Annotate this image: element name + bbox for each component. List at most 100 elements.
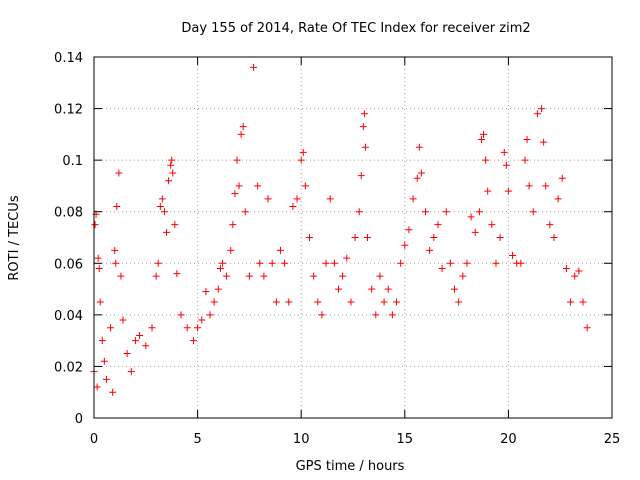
data-point bbox=[297, 156, 305, 164]
data-point bbox=[113, 203, 121, 211]
data-point bbox=[245, 272, 253, 280]
data-point bbox=[109, 388, 117, 396]
data-points bbox=[90, 63, 591, 396]
data-point bbox=[107, 324, 115, 332]
data-point bbox=[218, 259, 226, 267]
data-point bbox=[388, 311, 396, 319]
data-point bbox=[272, 298, 280, 306]
data-point bbox=[360, 110, 368, 118]
y-tick-label: 0.14 bbox=[54, 51, 83, 66]
data-point bbox=[426, 246, 434, 254]
y-tick-label: 0 bbox=[75, 412, 83, 427]
data-point bbox=[334, 285, 342, 293]
x-tick-label: 0 bbox=[90, 432, 98, 447]
data-point bbox=[438, 264, 446, 272]
data-point bbox=[554, 195, 562, 203]
data-point bbox=[96, 298, 104, 306]
data-point bbox=[167, 161, 175, 169]
data-point bbox=[152, 272, 160, 280]
data-point bbox=[156, 203, 164, 211]
data-point bbox=[463, 259, 471, 267]
data-point bbox=[372, 311, 380, 319]
data-point bbox=[442, 208, 450, 216]
data-point bbox=[401, 241, 409, 249]
data-point bbox=[160, 208, 168, 216]
data-point bbox=[475, 208, 483, 216]
data-point bbox=[223, 272, 231, 280]
data-point bbox=[339, 272, 347, 280]
data-point bbox=[347, 298, 355, 306]
data-point bbox=[496, 234, 504, 241]
data-point bbox=[355, 208, 363, 216]
x-tick-label: 15 bbox=[397, 432, 414, 447]
data-point bbox=[504, 187, 512, 195]
data-point bbox=[405, 226, 413, 234]
data-point bbox=[361, 143, 369, 151]
data-point bbox=[310, 272, 318, 280]
data-point bbox=[154, 259, 162, 267]
data-point bbox=[301, 182, 309, 190]
data-point bbox=[583, 324, 591, 332]
data-point bbox=[314, 298, 322, 306]
y-tick-label: 0.04 bbox=[54, 309, 83, 324]
data-point bbox=[500, 148, 508, 156]
data-point bbox=[158, 195, 166, 203]
x-tick-label: 25 bbox=[604, 432, 621, 447]
data-point bbox=[471, 228, 479, 236]
data-point bbox=[268, 259, 276, 267]
data-point bbox=[112, 259, 120, 267]
data-point bbox=[206, 311, 214, 319]
x-axis-label: GPS time / hours bbox=[296, 459, 405, 474]
data-point bbox=[136, 331, 144, 339]
data-point bbox=[351, 234, 359, 241]
data-point bbox=[123, 350, 131, 358]
data-point bbox=[562, 264, 570, 272]
data-point bbox=[330, 259, 338, 267]
data-point bbox=[293, 195, 301, 203]
data-point bbox=[523, 136, 531, 144]
data-point bbox=[177, 311, 185, 319]
data-point bbox=[326, 195, 334, 203]
data-point bbox=[318, 311, 326, 319]
data-point bbox=[517, 259, 525, 267]
grid bbox=[94, 57, 612, 418]
data-point bbox=[256, 259, 264, 267]
data-point bbox=[409, 195, 417, 203]
data-point bbox=[233, 156, 241, 164]
data-point bbox=[451, 285, 459, 293]
data-point bbox=[305, 234, 313, 241]
data-point bbox=[459, 272, 467, 280]
data-point bbox=[322, 259, 330, 267]
data-point bbox=[117, 272, 125, 280]
data-point bbox=[343, 254, 351, 262]
y-axis-label: ROTI / TECUs bbox=[7, 195, 22, 280]
data-point bbox=[216, 264, 224, 272]
data-point bbox=[173, 270, 181, 278]
data-point bbox=[430, 234, 438, 241]
y-tick-label: 0.08 bbox=[54, 206, 83, 221]
data-point bbox=[380, 298, 388, 306]
data-point bbox=[285, 298, 293, 306]
x-tick-label: 10 bbox=[293, 432, 310, 447]
data-point bbox=[131, 337, 139, 345]
data-point bbox=[467, 213, 475, 221]
data-point bbox=[434, 221, 442, 229]
data-point bbox=[260, 272, 268, 280]
data-point bbox=[492, 259, 500, 267]
data-point bbox=[115, 169, 123, 177]
data-point bbox=[264, 195, 272, 203]
data-point bbox=[521, 156, 529, 164]
data-point bbox=[540, 138, 548, 146]
data-point bbox=[488, 221, 496, 229]
data-point bbox=[417, 169, 425, 177]
data-point bbox=[558, 174, 566, 182]
data-point bbox=[571, 272, 579, 280]
data-point bbox=[119, 316, 127, 324]
data-point bbox=[359, 123, 367, 131]
y-tick-label: 0.02 bbox=[54, 360, 83, 375]
data-point bbox=[239, 123, 247, 131]
data-point bbox=[254, 182, 262, 190]
data-point bbox=[542, 182, 550, 190]
data-point bbox=[183, 324, 191, 332]
